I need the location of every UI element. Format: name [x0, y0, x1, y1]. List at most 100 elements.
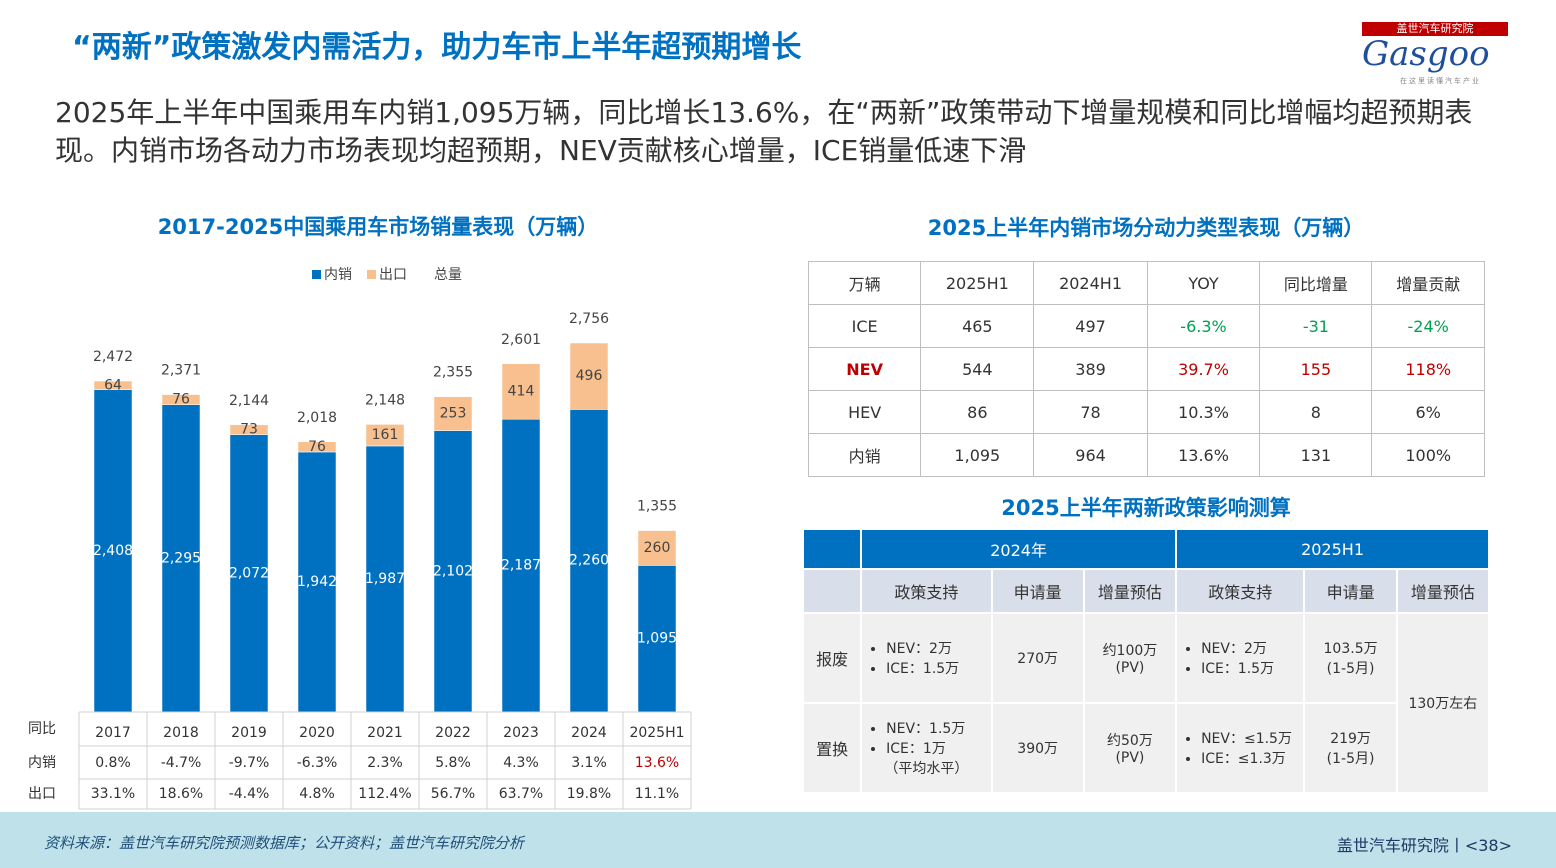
- legend-label: 总量: [434, 267, 462, 283]
- bar-label: 2,408: [93, 543, 133, 559]
- bar-segment: [93, 380, 133, 390]
- bar-label: 496: [576, 368, 603, 384]
- table-cell: HEV: [807, 390, 922, 434]
- total-label: 2,148: [365, 392, 405, 408]
- table-cell: 1,095: [920, 433, 1035, 477]
- bar-label: 253: [440, 406, 467, 422]
- growth-value: 4.8%: [299, 786, 335, 802]
- table-cell: 389: [1033, 347, 1148, 391]
- x-tick-label: 2020: [299, 725, 335, 741]
- bar-label: 2,102: [433, 563, 473, 579]
- bullet: ICE：1.5万: [1201, 658, 1303, 678]
- bullet: NEV：2万: [1201, 638, 1303, 658]
- growth-value: 3.1%: [571, 755, 607, 771]
- header-cell: 同比增量: [1259, 261, 1373, 305]
- table-cell: 964: [1033, 433, 1148, 477]
- cell-line: 219万: [1330, 731, 1371, 747]
- table-cell: NEV: [807, 347, 922, 391]
- growth-value: 63.7%: [499, 786, 543, 802]
- cell-line: 270万: [1017, 651, 1059, 667]
- bar-label: 64: [104, 377, 122, 393]
- total-label: 2,472: [93, 349, 133, 365]
- column-header: 增量预估: [1397, 570, 1488, 612]
- slide-title: “两新”政策激发内需活力，助力车市上半年超预期增长: [72, 30, 802, 65]
- bar-label: 161: [372, 427, 399, 443]
- bar-label: 2,187: [501, 558, 541, 574]
- bar-segment: [297, 441, 337, 453]
- legend-label: 出口: [379, 267, 407, 283]
- growth-value: 11.1%: [635, 786, 679, 802]
- bullet: NEV：2万: [886, 638, 990, 658]
- header-cell: 万辆: [807, 261, 922, 305]
- table-cell: 270万: [992, 614, 1083, 702]
- bar-label: 76: [172, 392, 190, 408]
- x-tick-label: 2021: [367, 725, 403, 741]
- bar-segment: [365, 445, 405, 713]
- cell-line: (PV): [1115, 750, 1145, 766]
- table-cell: NEV：2万ICE：1.5万: [1177, 614, 1304, 702]
- x-tick-label: 2024: [571, 725, 607, 741]
- bullet-list: NEV：1.5万ICE：1万: [862, 718, 990, 758]
- table-cell: 13.6%: [1146, 433, 1261, 477]
- table-cell: 131: [1259, 433, 1373, 477]
- table-cell: ICE: [807, 304, 922, 348]
- bar-segment: [637, 530, 677, 566]
- table-row: 报废NEV：2万ICE：1.5万270万约100万(PV)NEV：2万ICE：1…: [804, 614, 1488, 792]
- row-header: 报废: [804, 614, 861, 702]
- bar-segment: [161, 394, 201, 405]
- table-cell: 100%: [1371, 433, 1485, 477]
- bar-label: 73: [240, 422, 258, 438]
- bar-label: 2,260: [569, 553, 609, 569]
- total-label: 2,371: [161, 363, 201, 379]
- header-row: 2024年 2025H1: [804, 530, 1488, 568]
- growth-value: 0.8%: [95, 755, 131, 771]
- logo-name: 盖世汽车研究院: [1362, 22, 1508, 36]
- bar-label: 76: [308, 439, 326, 455]
- table-cell: 544: [920, 347, 1035, 391]
- row-header: 内销: [28, 755, 56, 771]
- column-header: 政策支持: [1177, 570, 1304, 612]
- table-cell: 86: [920, 390, 1035, 434]
- growth-value: 56.7%: [431, 786, 475, 802]
- cell-line: 103.5万: [1323, 641, 1378, 657]
- footer-source: 资料来源：盖世汽车研究院预测数据库；公开资料；盖世汽车研究院分析: [44, 834, 525, 852]
- table-title: 2025上半年内销市场分动力类型表现（万辆）: [927, 216, 1365, 240]
- x-tick-label: 2025H1: [629, 725, 684, 741]
- bar-segment: [569, 409, 609, 713]
- row-header: 出口: [28, 786, 56, 802]
- table-cell: NEV：≤1.5万ICE：≤1.3万: [1177, 704, 1304, 792]
- cell-line: (PV): [1115, 660, 1145, 676]
- period-header: 2025H1: [1177, 530, 1488, 568]
- growth-value: 4.3%: [503, 755, 539, 771]
- note: （平均水平）: [884, 761, 969, 777]
- total-label: 2,144: [229, 393, 269, 409]
- table-row: 置换NEV：1.5万ICE：1万（平均水平）390万约50万(PV)NEV：≤1…: [804, 704, 1488, 792]
- bar-segment: [433, 396, 473, 431]
- table-cell: NEV：2万ICE：1.5万: [862, 614, 991, 702]
- table-cell: 219万 (1-5月): [1305, 704, 1396, 792]
- table-cell: 465: [920, 304, 1035, 348]
- power-table: 万辆 2025H1 2024H1 YOY 同比增量 增量贡献 ICE 465 497 -6.3% -…: [807, 261, 1485, 477]
- x-tick-label: 2022: [435, 725, 471, 741]
- cell-line: (1-5月): [1326, 751, 1375, 767]
- legend-marker: [312, 270, 321, 279]
- table-row: NEV 544 389 39.7% 155 118%: [807, 347, 1485, 391]
- growth-value: 2.3%: [367, 755, 403, 771]
- bullet: NEV：1.5万: [886, 718, 990, 738]
- table-cell: -31: [1259, 304, 1373, 348]
- table-cell: 497: [1033, 304, 1148, 348]
- bar-label: 2,295: [161, 550, 201, 566]
- bullet: ICE：≤1.3万: [1201, 748, 1303, 768]
- table-row: ICE 465 497 -6.3% -31 -24%: [807, 304, 1485, 348]
- logo-brand: Gasgoo: [1362, 34, 1490, 74]
- cell-line: 约50万: [1107, 733, 1153, 749]
- bar-segment: [569, 342, 609, 410]
- growth-value: -6.3%: [297, 755, 338, 771]
- bar-label: 260: [644, 540, 671, 556]
- growth-value: 33.1%: [91, 786, 135, 802]
- column-header: 政策支持: [862, 570, 991, 612]
- bar-label: 1,095: [637, 631, 677, 647]
- growth-value: -4.4%: [229, 786, 270, 802]
